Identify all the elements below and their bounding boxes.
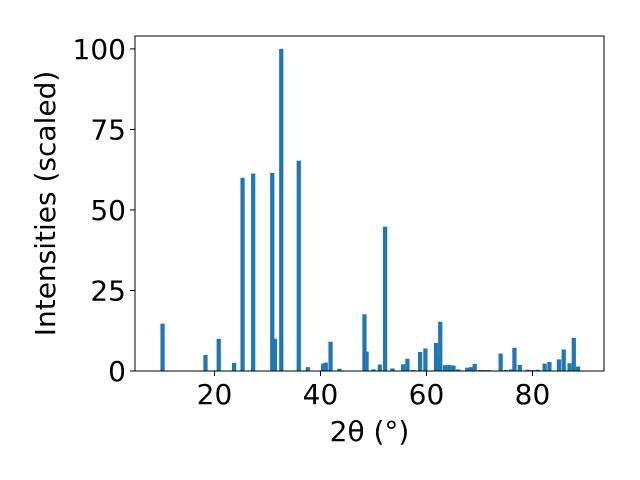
bar [438,321,443,371]
bar [390,368,395,371]
bar [525,369,530,371]
bar [251,173,256,371]
plot-area-frame [134,35,605,372]
bar [547,361,552,371]
bar [567,363,572,371]
y-tick-label: 50 [90,194,126,227]
bar [498,353,503,371]
bar [296,160,301,371]
bar-series [160,48,581,372]
bar [328,341,333,371]
bar [272,338,278,371]
y-axis-label: Intensities (scaled) [29,71,62,337]
bar [442,365,448,371]
bar [401,364,406,371]
x-tick-label: 20 [197,378,233,411]
bar [240,177,245,371]
bar [160,323,165,371]
x-axis-ticks: 20 40 60 80 [197,371,551,411]
bar [468,367,474,371]
x-tick-label: 80 [515,378,551,411]
bar [321,363,326,371]
bar [512,347,517,371]
y-tick-label: 25 [90,274,126,307]
bar [270,172,275,371]
bar [433,342,439,371]
bar [364,351,369,371]
bar [279,48,284,371]
bar [405,358,410,371]
y-tick-label: 0 [108,355,126,388]
bar [465,367,470,371]
bar [377,364,382,371]
bar [517,364,522,371]
bar [337,368,342,371]
bar [535,369,540,371]
bar [556,359,562,371]
bar [305,367,310,371]
bar [472,363,477,371]
bar [575,366,581,371]
bar [231,362,237,371]
bar [323,362,328,372]
bar [447,364,452,371]
bar [451,365,456,371]
bar [417,352,423,371]
bar [509,369,514,371]
bar [456,369,461,371]
bar [371,369,376,371]
bar [203,354,208,371]
bar [362,314,367,371]
bar [571,337,576,371]
y-tick-label: 75 [90,113,126,146]
x-axis-label: 2θ (°) [330,415,410,448]
x-tick-label: 60 [409,378,445,411]
bar [423,348,428,371]
x-tick-label: 40 [303,378,339,411]
bar [542,363,547,371]
bar [561,349,566,371]
y-axis-ticks: 0 25 50 75 100 [73,33,135,388]
y-tick-label: 100 [73,33,126,66]
bar [216,338,221,371]
bar [383,226,388,371]
